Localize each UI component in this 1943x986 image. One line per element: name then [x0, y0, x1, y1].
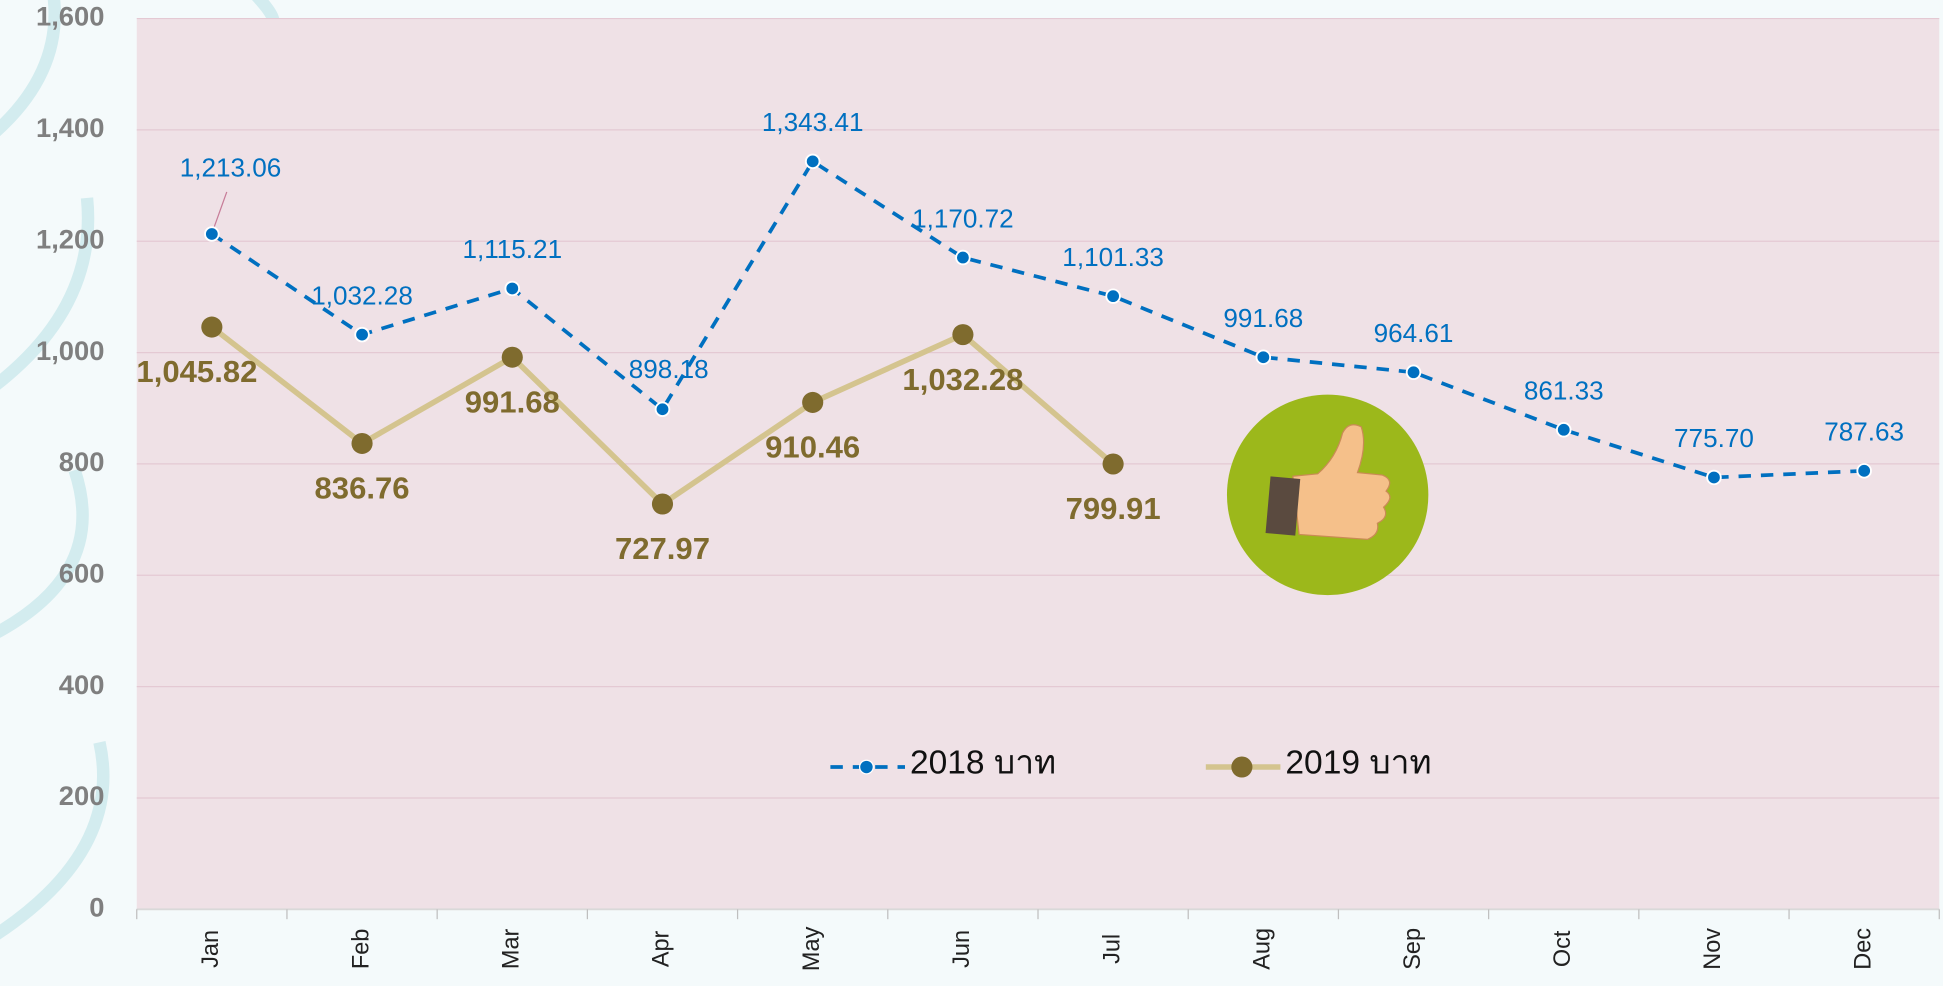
x-tick-label: Sep [1399, 928, 1425, 970]
point [802, 391, 824, 413]
data-label: 1,045.82 [136, 354, 257, 389]
data-label: 836.76 [315, 471, 410, 506]
x-tick-label: Aug [1249, 928, 1275, 970]
point [1255, 349, 1272, 365]
y-tick-label: 200 [59, 780, 105, 811]
point [804, 153, 821, 170]
data-label: 1,343.41 [762, 107, 864, 137]
point [1555, 422, 1572, 438]
point [651, 493, 674, 515]
y-tick-label: 1,200 [36, 223, 104, 254]
point [1706, 469, 1722, 486]
y-tick-label: 1,600 [36, 1, 104, 32]
point [504, 280, 521, 297]
x-tick-label: May [798, 926, 824, 971]
y-tick-label: 0 [89, 892, 104, 923]
y-tick-label: 400 [59, 669, 105, 700]
point [654, 401, 671, 418]
data-label: 1,213.06 [180, 153, 282, 183]
legend-label: 2018 บาท [910, 744, 1056, 781]
point [501, 346, 523, 368]
x-tick-label: Jan [197, 930, 223, 968]
data-label: 964.61 [1374, 318, 1454, 348]
series-line [210, 158, 1865, 480]
data-label: 727.97 [615, 531, 710, 566]
legend-marker [1231, 756, 1253, 778]
point [201, 316, 223, 338]
data-label: 1,115.21 [462, 234, 562, 264]
point [354, 326, 370, 343]
data-label: 775.70 [1674, 423, 1754, 453]
point [204, 226, 220, 242]
data-label: 991.68 [1223, 303, 1303, 333]
point [1102, 453, 1124, 475]
thumbs-up-icon [1226, 394, 1429, 596]
point [1105, 288, 1121, 304]
x-tick-label: Mar [497, 929, 523, 970]
point [1856, 463, 1872, 479]
point [1405, 364, 1422, 381]
point [955, 249, 971, 266]
data-label: 1,101.33 [1062, 242, 1164, 272]
data-label: 898.18 [629, 354, 709, 384]
x-tick-label: Dec [1849, 928, 1875, 970]
data-label: 910.46 [765, 430, 860, 465]
x-tick-label: Jul [1098, 934, 1124, 964]
x-tick-label: Feb [347, 929, 373, 969]
data-label: 991.68 [465, 384, 560, 419]
point [351, 432, 373, 454]
data-label: 861.33 [1524, 376, 1604, 406]
data-label: 787.63 [1824, 417, 1904, 447]
data-label: 1,032.28 [902, 362, 1023, 397]
y-tick-label: 1,400 [36, 112, 104, 143]
x-tick-label: Nov [1699, 928, 1725, 970]
x-tick-label: Oct [1549, 930, 1575, 967]
y-tick-label: 600 [59, 558, 105, 589]
y-tick-label: 800 [59, 446, 105, 477]
data-label: 1,032.28 [311, 280, 413, 310]
legend-label: 2019 บาท [1285, 744, 1431, 781]
y-tick-label: 1,000 [36, 335, 104, 366]
leader-line [213, 191, 228, 227]
x-tick-label: Apr [648, 930, 674, 967]
data-label: 799.91 [1066, 491, 1161, 526]
legend-marker [858, 759, 874, 775]
x-tick-label: Jun [948, 930, 974, 968]
data-label: 1,170.72 [912, 203, 1014, 233]
point [952, 324, 974, 346]
